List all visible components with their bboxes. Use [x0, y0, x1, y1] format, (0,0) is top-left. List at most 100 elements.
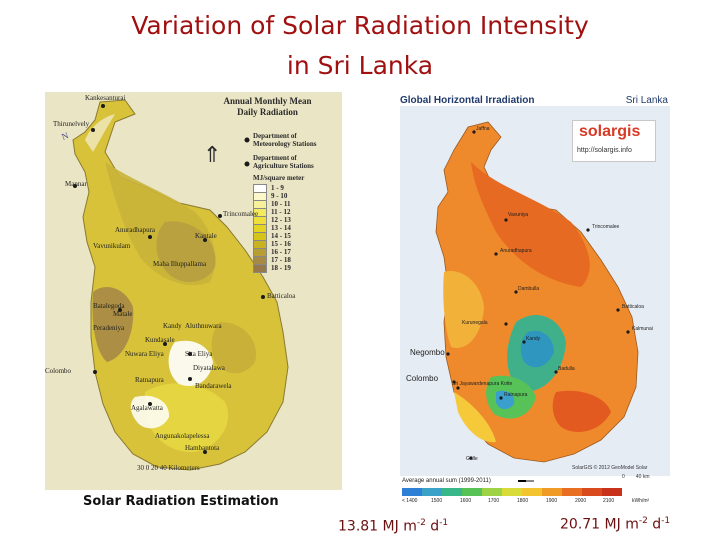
- scale-class-label: 9 - 10: [271, 192, 288, 200]
- left-place-label: Trincomalee: [223, 210, 259, 218]
- svg-text:⇑: ⇑: [203, 142, 221, 167]
- solargis-url: http://solargis.info: [577, 147, 632, 154]
- left-caption-exp1: -2: [416, 518, 426, 528]
- scale-class-label: 15 - 16: [271, 240, 291, 248]
- left-place-label: Anuradhapura: [115, 226, 156, 234]
- scale-class-label: 16 - 17: [271, 248, 291, 256]
- left-place-label: Nuwara Eliya: [125, 350, 164, 358]
- left-heading-line1: Annual Monthly Mean: [223, 96, 312, 106]
- right-place-label: Galle: [466, 456, 478, 462]
- right-place-label: Jaffna: [476, 126, 490, 132]
- legend-color-step: [402, 488, 422, 496]
- right-caption-exp1: -2: [638, 516, 648, 526]
- left-heading-line2: Daily Radiation: [237, 107, 298, 117]
- left-map-legend: Department of Meteorology Stations Depar…: [253, 132, 338, 273]
- slide-title-line1: Variation of Solar Radiation Intensity: [131, 11, 589, 40]
- legend-tick-label: kWh/m²: [632, 498, 650, 504]
- legend-agri-line1: Department of: [253, 154, 297, 162]
- svg-text:N: N: [60, 130, 70, 142]
- left-place-label: Aluthnuwara: [185, 322, 222, 330]
- legend-color-step: [462, 488, 482, 496]
- left-map-canvas: N ⇑: [45, 92, 342, 515]
- left-place-label: Bandarawela: [195, 382, 232, 390]
- legend-unit: MJ/square meter: [253, 174, 305, 182]
- left-map-heading: Annual Monthly Mean Daily Radiation: [200, 96, 335, 118]
- scale-class-swatch: [253, 263, 267, 273]
- legend-tick-label: 2100: [603, 498, 615, 504]
- left-place-label: Maha Illuppallama: [153, 260, 207, 268]
- legend-met-line2: Meteorology Stations: [253, 140, 317, 148]
- right-caption-exp2: -1: [661, 516, 671, 526]
- legend-color-step: [542, 488, 562, 496]
- right-place-label: Kandy: [526, 336, 541, 342]
- legend-color-step: [482, 488, 502, 496]
- left-place-label: Vavunikulam: [93, 242, 131, 250]
- left-place-label: Kankesanturai: [85, 94, 126, 102]
- legend-tick-label: 1800: [517, 498, 529, 504]
- legend-color-step: [422, 488, 442, 496]
- legend-tick-label: 1500: [431, 498, 443, 504]
- irradiation-map-right: Global Horizontal Irradiation Sri Lanka …: [396, 92, 676, 512]
- right-map-region: Sri Lanka: [625, 95, 668, 106]
- right-place-label: Ratnapura: [504, 392, 528, 398]
- right-legend-ticks: < 1400 1500 1600 1700 1800 1900 2000 2100 kWh/m²: [402, 498, 652, 508]
- legend-met-line1: Department of: [253, 132, 297, 140]
- left-map-footer: Solar Radiation Estimation: [45, 490, 342, 515]
- left-place-label: Mannar: [65, 180, 87, 188]
- left-caption-value: 13.81 MJ m: [338, 518, 417, 535]
- legend-color-step: [442, 488, 462, 496]
- scale-class-label: 10 - 11: [271, 200, 291, 208]
- left-caption: 13.81 MJ m-2 d-1: [338, 518, 448, 535]
- legend-agri-line2: Agriculture Stations: [253, 162, 314, 170]
- scale-class-label: 14 - 15: [271, 232, 291, 240]
- solargis-logo-box: solargis http://solargis.info: [572, 120, 656, 162]
- slide-title-line2: in Sri Lanka: [286, 51, 434, 80]
- legend-tick-label: 1900: [546, 498, 558, 504]
- legend-tick-label: < 1400: [402, 498, 418, 504]
- scale-class-label: 12 - 13: [271, 216, 291, 224]
- right-place-label: Anuradhapura: [500, 248, 532, 254]
- scale-class-label: 1 - 9: [271, 184, 284, 192]
- left-caption-mid: d: [425, 518, 440, 535]
- right-place-label: Kalmunai: [632, 326, 653, 332]
- legend-color-step: [582, 488, 602, 496]
- right-legend-colorbar: [402, 488, 622, 496]
- scale-class-label: 18 - 19: [271, 264, 291, 272]
- legend-color-step: [522, 488, 542, 496]
- legend-tick-label: 1600: [460, 498, 472, 504]
- scale-class-label: 11 - 12: [271, 208, 291, 216]
- radiation-map-left: N ⇑ Annual Monthly Mean Daily Radiation …: [45, 92, 342, 515]
- left-footer-text: Solar Radiation Estimation: [83, 494, 279, 509]
- left-place-label: Ratnapura: [135, 376, 164, 384]
- right-legend-title: Average annual sum (1999-2011): [402, 478, 491, 484]
- left-place-label: Sita Eliya: [185, 350, 213, 358]
- right-copyright: SolarGIS © 2012 GeoModel Solar: [572, 465, 648, 471]
- left-scale-bar: 30 0 20 40 Kilometers: [137, 464, 200, 472]
- legend-color-step: [602, 488, 622, 496]
- right-map-title: Global Horizontal Irradiation: [400, 95, 535, 106]
- right-place-label: Sri Jayawardenapura Kotte: [452, 381, 513, 387]
- right-map-canvas: [396, 92, 676, 512]
- left-place-label: Batticaloa: [267, 292, 296, 300]
- left-place-label: Hambantota: [185, 444, 220, 452]
- legend-color-step: [562, 488, 582, 496]
- left-place-label: Kantale: [195, 232, 217, 240]
- right-place-label: Colombo: [406, 374, 439, 383]
- right-place-label: Trincomalee: [592, 224, 620, 230]
- left-caption-exp2: -1: [439, 518, 449, 528]
- right-caption-value: 20.71 MJ m: [560, 516, 639, 533]
- right-place-label: Dambulla: [518, 286, 540, 292]
- legend-tick-label: 1700: [488, 498, 500, 504]
- solargis-logo: solargis: [579, 123, 641, 140]
- right-scale-bar-label: 0 40 km: [622, 474, 650, 480]
- right-place-label: Badulla: [558, 366, 575, 372]
- left-place-label: Thirunelvely: [53, 120, 90, 128]
- right-caption: 20.71 MJ m-2 d-1: [560, 516, 670, 533]
- left-place-label: Batalegoda: [93, 302, 125, 310]
- left-place-label: Diyatalawa: [193, 364, 225, 372]
- left-place-label: Matale: [113, 310, 133, 318]
- right-place-label: Negombo: [410, 348, 445, 357]
- left-place-label: Colombo: [45, 367, 72, 375]
- right-place-label: Kurunegala: [462, 320, 488, 326]
